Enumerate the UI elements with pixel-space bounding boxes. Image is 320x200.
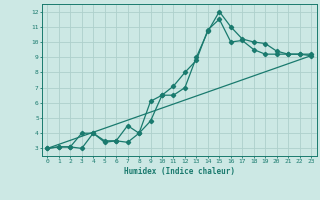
X-axis label: Humidex (Indice chaleur): Humidex (Indice chaleur): [124, 167, 235, 176]
